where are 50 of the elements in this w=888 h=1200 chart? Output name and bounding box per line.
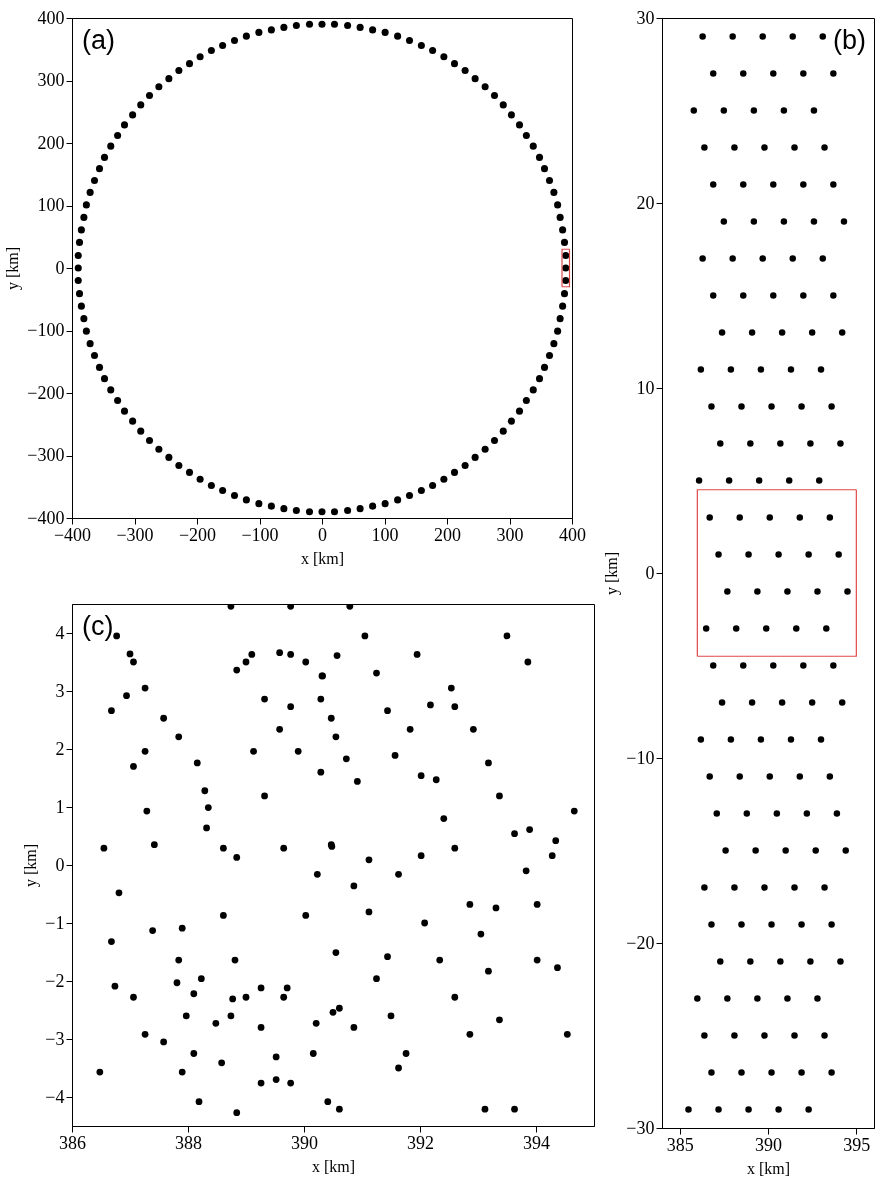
y-tick-label: 10 xyxy=(636,377,655,398)
y-tick-label: 4 xyxy=(55,622,65,643)
y-tick-label: 1 xyxy=(55,796,65,817)
y-tick-label: −200 xyxy=(27,382,65,403)
y-tick-label: −100 xyxy=(27,320,65,340)
x-tick-label: 390 xyxy=(755,1134,782,1155)
y-tick-label: 300 xyxy=(37,70,65,90)
chart-title: (c) xyxy=(82,611,114,641)
x-axis-title: x [km] xyxy=(746,1159,791,1177)
y-tick-label: −4 xyxy=(45,1086,65,1107)
y-tick-label: 0 xyxy=(645,562,655,583)
y-axis-title: y [km] xyxy=(4,246,23,291)
y-tick-label: 2 xyxy=(55,738,65,759)
x-tick-label: 390 xyxy=(291,1132,318,1153)
x-tick-label: 388 xyxy=(175,1132,202,1153)
y-tick-label: 0 xyxy=(55,257,65,278)
y-tick-label: −30 xyxy=(626,1117,655,1138)
chart-title: (a) xyxy=(82,25,115,55)
y-tick-label: 0 xyxy=(55,854,65,875)
x-tick-label: 300 xyxy=(496,524,524,545)
y-tick-label: 20 xyxy=(636,192,655,213)
chart-title: (b) xyxy=(833,25,866,55)
y-tick-label: 100 xyxy=(37,195,65,215)
y-tick-label: 30 xyxy=(636,7,655,28)
y-tick-label: −20 xyxy=(626,932,655,953)
y-tick-label: −1 xyxy=(45,912,65,933)
y-tick-label: −300 xyxy=(27,445,65,465)
x-tick-label: 386 xyxy=(59,1132,86,1153)
x-tick-label: 200 xyxy=(434,524,461,545)
y-tick-label: −10 xyxy=(626,747,655,768)
x-axis-title: x [km] xyxy=(300,549,345,567)
y-tick-label: −2 xyxy=(45,970,65,991)
y-tick-label: 400 xyxy=(37,7,65,28)
x-tick-label: −200 xyxy=(178,524,217,545)
x-tick-label: 100 xyxy=(371,524,399,545)
y-tick-label: 3 xyxy=(55,680,65,701)
x-tick-label: 395 xyxy=(843,1134,871,1155)
y-tick-label: −3 xyxy=(45,1028,65,1049)
x-tick-label: −300 xyxy=(116,524,154,545)
y-tick-label: −400 xyxy=(27,507,65,528)
x-axis-title: x [km] xyxy=(311,1157,356,1175)
y-axis-title: y [km] xyxy=(22,843,41,888)
y-axis-title: y [km] xyxy=(603,551,622,596)
y-tick-label: 200 xyxy=(37,132,65,153)
x-tick-label: 0 xyxy=(318,524,327,545)
x-tick-label: 394 xyxy=(523,1132,550,1153)
x-tick-label: 385 xyxy=(666,1134,694,1155)
x-tick-label: 392 xyxy=(407,1132,434,1153)
x-tick-label: −100 xyxy=(241,524,279,545)
x-tick-label: 400 xyxy=(559,524,586,545)
